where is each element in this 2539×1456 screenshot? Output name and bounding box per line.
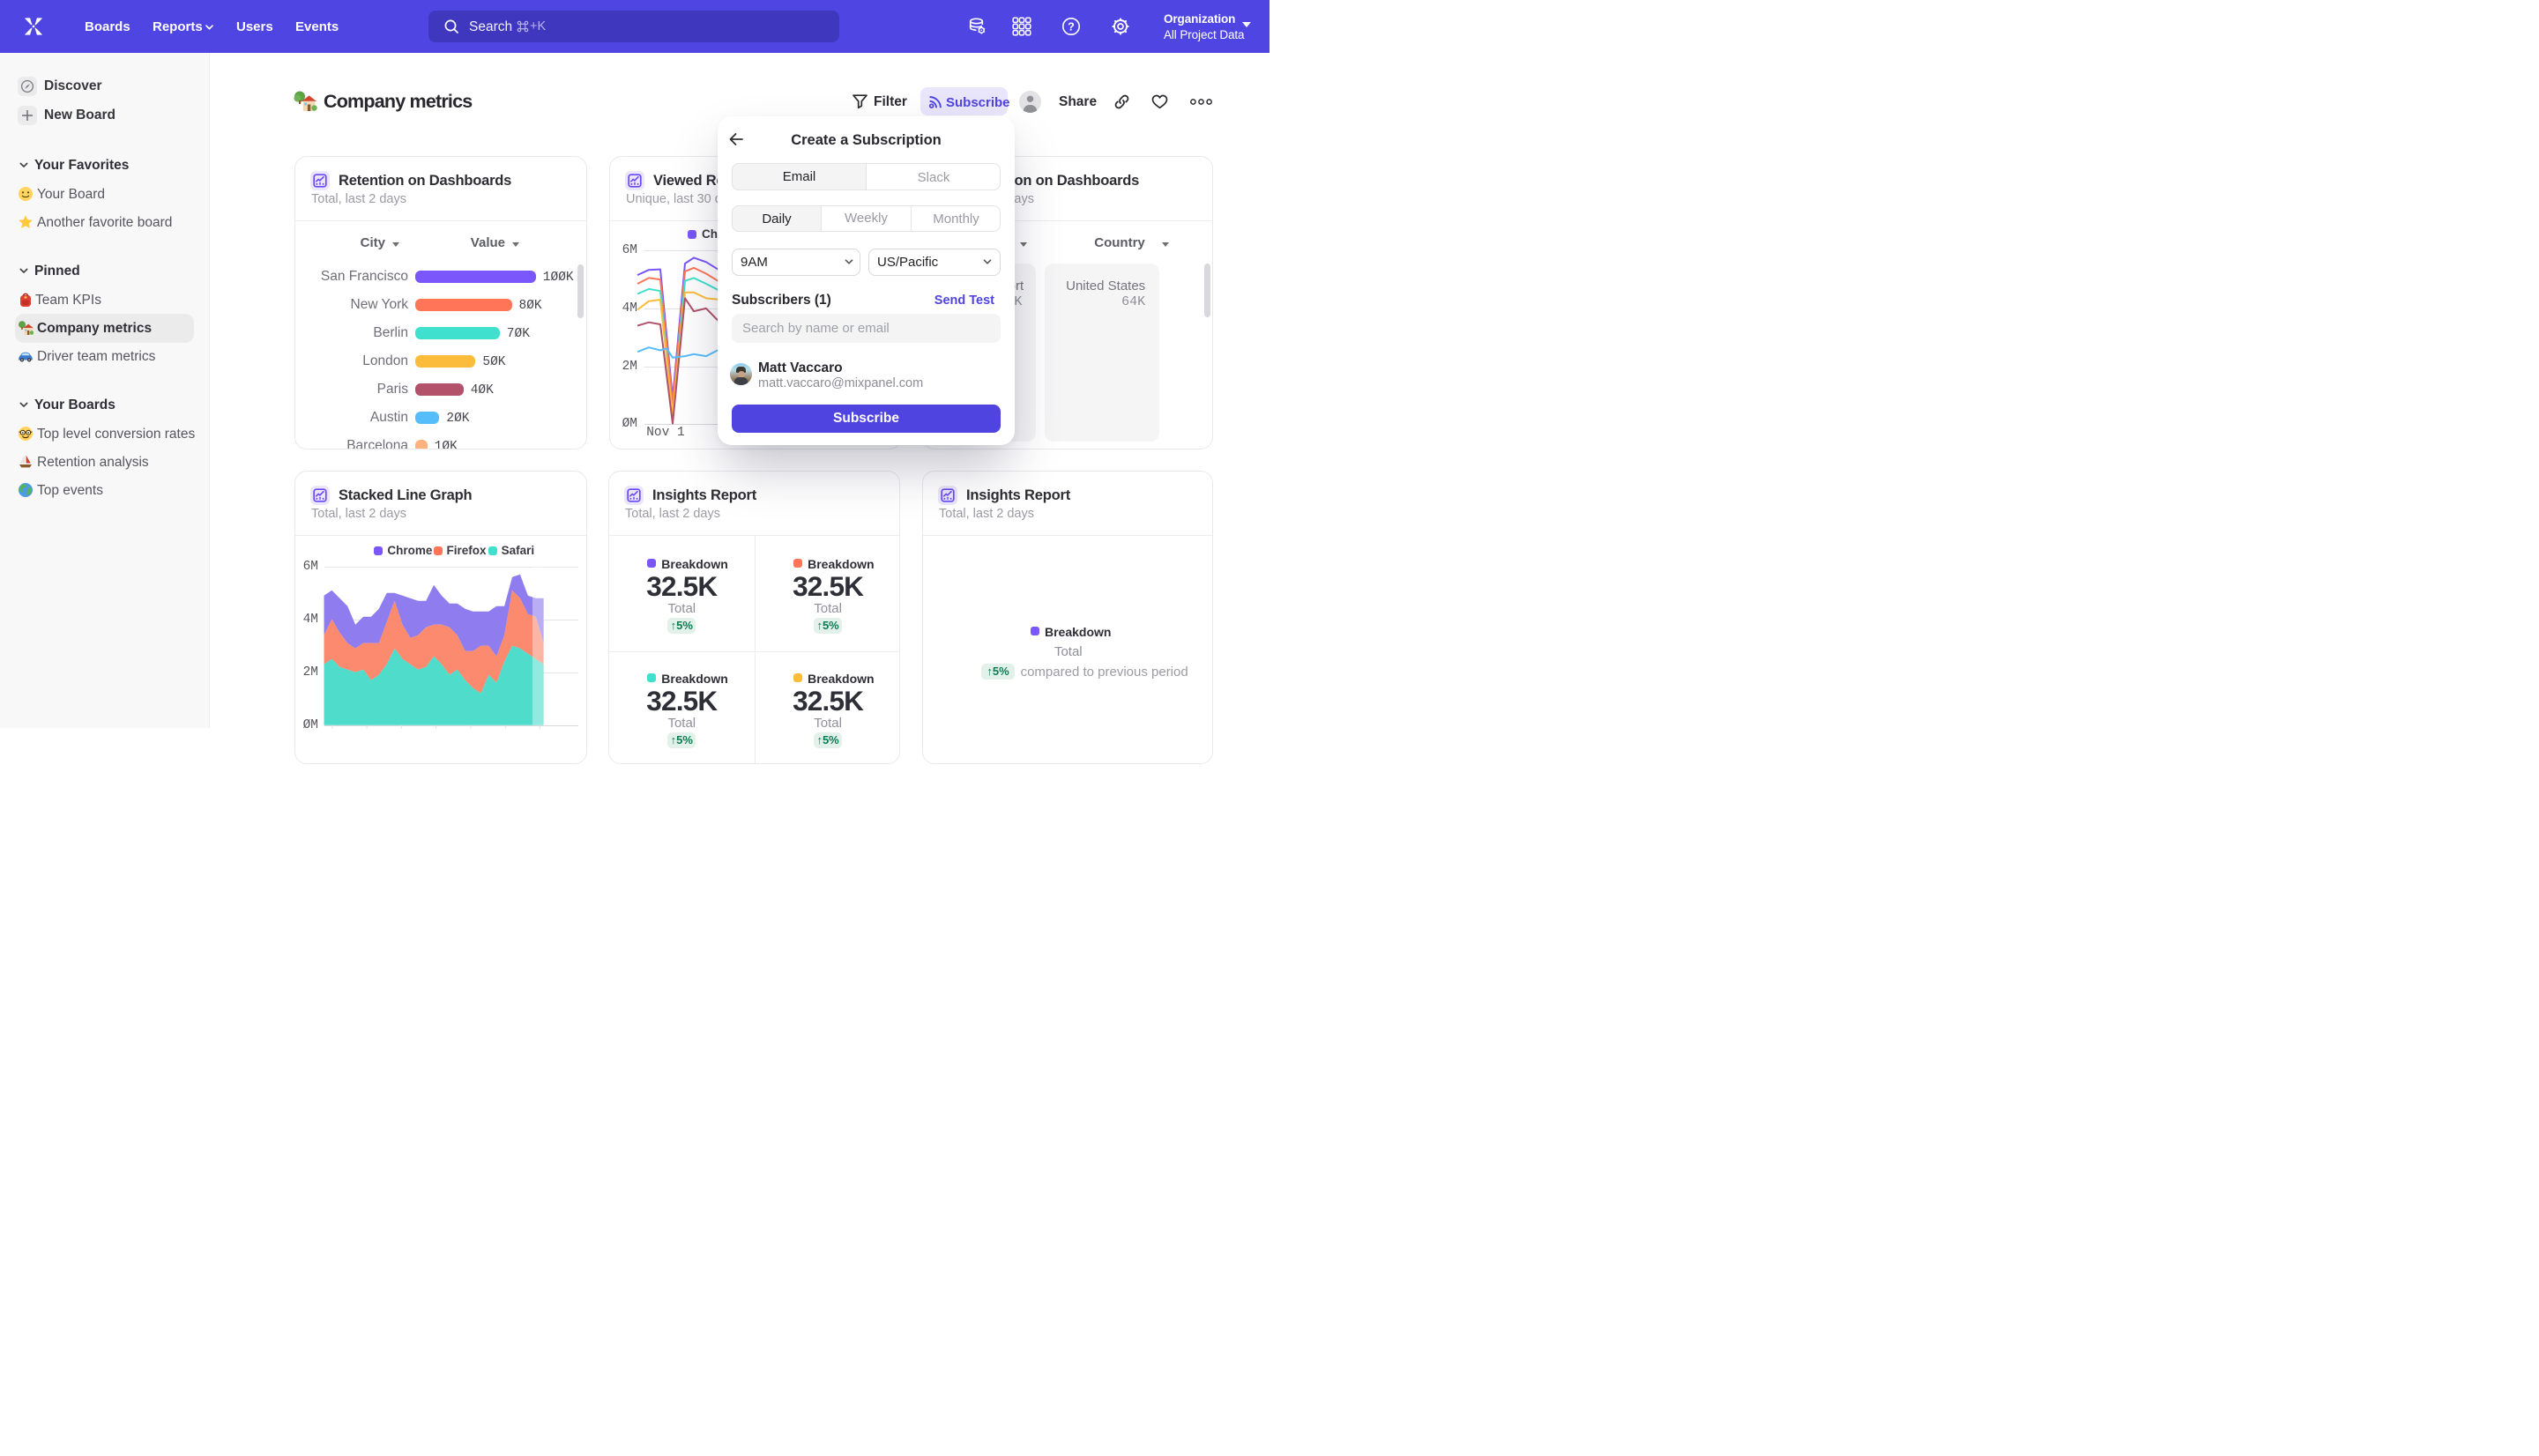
svg-text:?: ?	[1068, 20, 1075, 33]
